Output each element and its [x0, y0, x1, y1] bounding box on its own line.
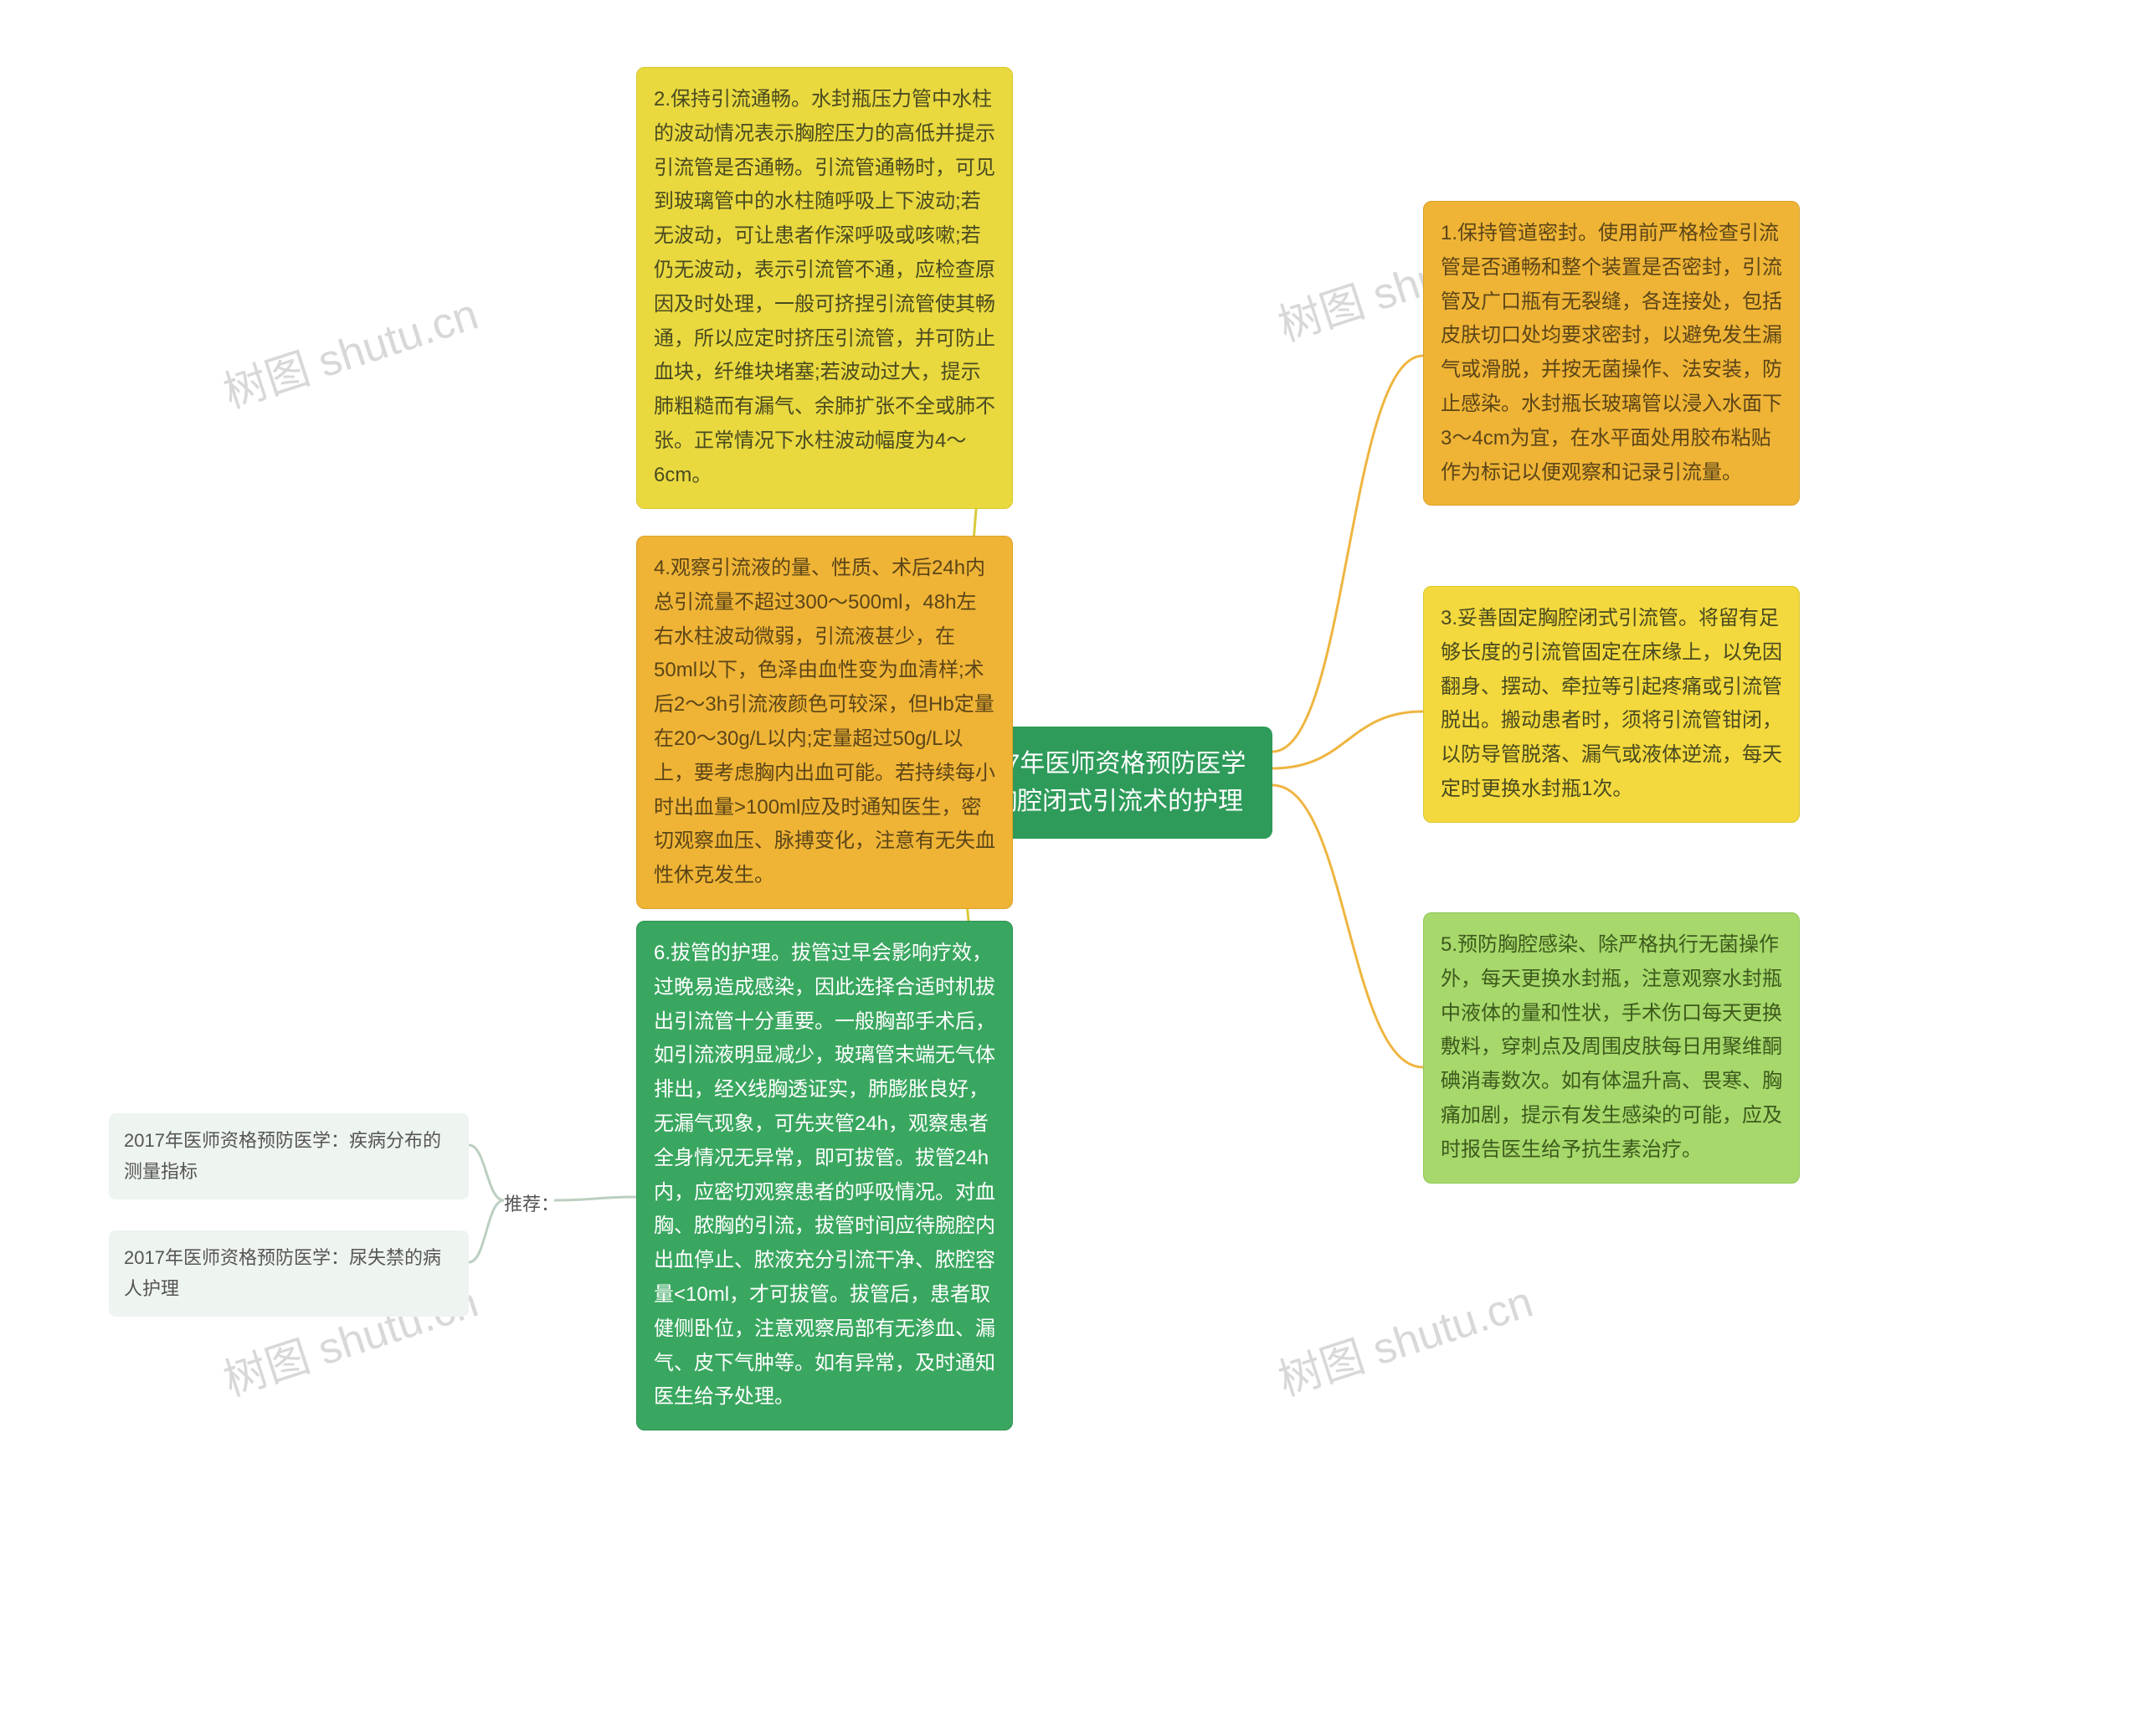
recommend-label: 推荐： — [504, 1189, 559, 1220]
node-6: 6.拔管的护理。拔管过早会影响疗效，过晚易造成感染，因此选择合适时机拔出引流管十… — [636, 921, 1013, 1430]
watermark: 树图 shutu.cn — [1269, 1266, 1539, 1408]
node-1: 1.保持管道密封。使用前严格检查引流管是否通畅和整个装置是否密封，引流管及广口瓶… — [1423, 201, 1800, 506]
recommend-item-1[interactable]: 2017年医师资格预防医学：疾病分布的测量指标 — [109, 1113, 469, 1199]
connector-layer — [0, 0, 2143, 1736]
node-5: 5.预防胸腔感染、除严格执行无菌操作外，每天更换水封瓶，注意观察水封瓶中液体的量… — [1423, 912, 1800, 1184]
recommend-item-2[interactable]: 2017年医师资格预防医学：尿失禁的病人护理 — [109, 1230, 469, 1317]
watermark: 树图 shutu.cn — [214, 279, 485, 420]
node-4: 4.观察引流液的量、性质、术后24h内总引流量不超过300～500ml，48h左… — [636, 536, 1013, 909]
node-3: 3.妥善固定胸腔闭式引流管。将留有足够长度的引流管固定在床缘上，以免因翻身、摆动… — [1423, 586, 1800, 823]
node-2: 2.保持引流通畅。水封瓶压力管中水柱的波动情况表示胸腔压力的高低并提示引流管是否… — [636, 67, 1013, 509]
